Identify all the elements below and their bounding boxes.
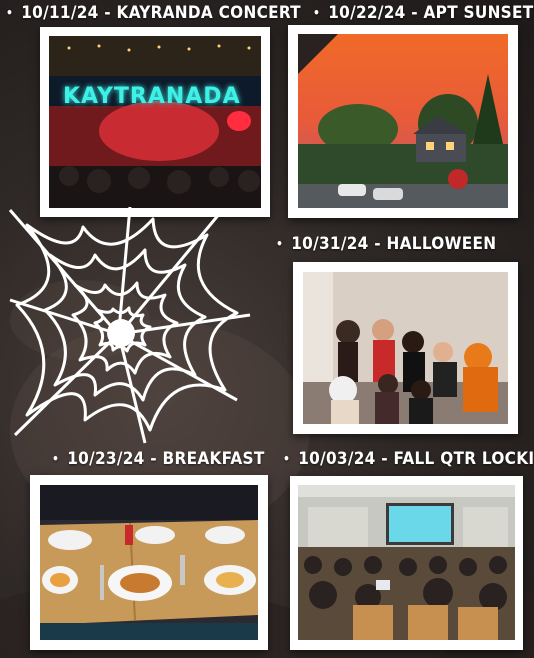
- photo-concert: KAYTRANADA: [49, 36, 261, 208]
- polaroid-concert: KAYTRANADA: [40, 27, 270, 217]
- bullet-icon: •: [52, 452, 60, 466]
- bullet-icon: •: [283, 452, 291, 466]
- neon-sign-text: KAYTRANADA: [63, 84, 241, 109]
- caption-breakfast: • 10/23/24 - BREAKFAST: [52, 449, 265, 469]
- caption-date: 10/22/24: [328, 3, 406, 23]
- caption-lockin: • 10/03/24 - FALL QTR LOCKIN: [283, 449, 534, 469]
- caption-event: BREAKFAST: [162, 449, 265, 469]
- polaroid-lockin: [290, 476, 523, 650]
- caption-event: APT SUNSETS: [423, 3, 534, 23]
- photo-sunsets: [298, 34, 508, 208]
- caption-date: 10/23/24: [67, 449, 145, 469]
- bullet-icon: •: [276, 237, 284, 251]
- polaroid-sunsets: [288, 25, 518, 218]
- caption-event: FALL QTR LOCKIN: [393, 449, 534, 469]
- caption-date: 10/03/24: [298, 449, 376, 469]
- caption-date: 10/11/24: [21, 3, 99, 23]
- photo-breakfast: [40, 485, 258, 640]
- bullet-icon: •: [313, 6, 321, 20]
- polaroid-halloween: [293, 262, 518, 434]
- polaroid-breakfast: [30, 475, 268, 650]
- caption-date: 10/31/24: [291, 234, 369, 254]
- photo-lockin: [298, 485, 515, 640]
- caption-event: HALLOWEEN: [386, 234, 497, 254]
- caption-concert: • 10/11/24 - KAYRANDA CONCERT: [6, 3, 301, 23]
- caption-sunsets: • 10/22/24 - APT SUNSETS: [313, 3, 534, 23]
- spiderweb-icon: [8, 206, 251, 444]
- bullet-icon: •: [6, 6, 14, 20]
- photo-halloween: [303, 272, 508, 424]
- caption-halloween: • 10/31/24 - HALLOWEEN: [276, 234, 497, 254]
- caption-event: KAYRANDA CONCERT: [116, 3, 301, 23]
